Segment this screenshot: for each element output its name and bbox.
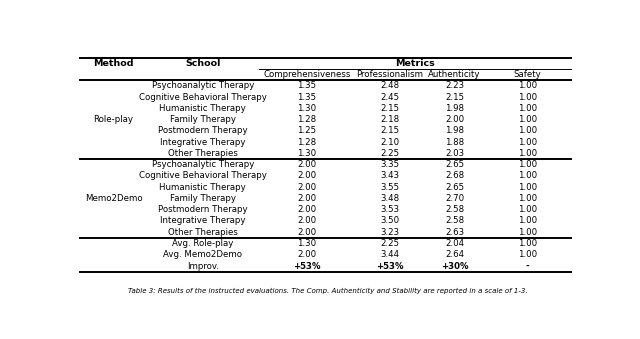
Text: 1.00: 1.00 xyxy=(518,93,537,102)
Text: -: - xyxy=(526,262,529,271)
Text: Cognitive Behavioral Therapy: Cognitive Behavioral Therapy xyxy=(139,93,267,102)
Text: 3.55: 3.55 xyxy=(380,183,399,192)
Text: 2.15: 2.15 xyxy=(380,104,399,113)
Text: 1.00: 1.00 xyxy=(518,104,537,113)
Text: 1.00: 1.00 xyxy=(518,205,537,214)
Text: Memo2Demo: Memo2Demo xyxy=(84,194,142,203)
Text: 1.98: 1.98 xyxy=(445,126,464,135)
Text: 1.28: 1.28 xyxy=(298,115,317,124)
Text: 2.00: 2.00 xyxy=(298,205,317,214)
Text: Avg. Memo2Demo: Avg. Memo2Demo xyxy=(163,250,243,259)
Text: 2.00: 2.00 xyxy=(298,250,317,259)
Text: 1.30: 1.30 xyxy=(298,149,317,158)
Text: 1.98: 1.98 xyxy=(445,104,464,113)
Text: 2.23: 2.23 xyxy=(445,81,464,90)
Text: Role-play: Role-play xyxy=(93,115,134,124)
Text: 2.45: 2.45 xyxy=(380,93,399,102)
Text: 1.00: 1.00 xyxy=(518,81,537,90)
Text: 2.15: 2.15 xyxy=(445,93,464,102)
Text: 1.25: 1.25 xyxy=(298,126,317,135)
Text: 1.00: 1.00 xyxy=(518,115,537,124)
Text: Method: Method xyxy=(93,59,134,68)
Text: 2.04: 2.04 xyxy=(445,239,464,248)
Text: 2.70: 2.70 xyxy=(445,194,464,203)
Text: 3.23: 3.23 xyxy=(380,228,399,237)
Text: 3.35: 3.35 xyxy=(380,160,399,169)
Text: +30%: +30% xyxy=(441,262,468,271)
Text: Safety: Safety xyxy=(514,70,541,79)
Text: 2.15: 2.15 xyxy=(380,126,399,135)
Text: Avg. Role-play: Avg. Role-play xyxy=(172,239,234,248)
Text: 1.00: 1.00 xyxy=(518,160,537,169)
Text: 2.18: 2.18 xyxy=(380,115,399,124)
Text: 1.00: 1.00 xyxy=(518,228,537,237)
Text: 2.65: 2.65 xyxy=(445,160,464,169)
Text: 1.35: 1.35 xyxy=(298,81,317,90)
Text: +53%: +53% xyxy=(376,262,404,271)
Text: Family Therapy: Family Therapy xyxy=(170,115,236,124)
Text: 1.28: 1.28 xyxy=(298,138,317,147)
Text: Authenticity: Authenticity xyxy=(428,70,481,79)
Text: Table 3: Results of the instructed evaluations. The Comp. Authenticity and Stabi: Table 3: Results of the instructed evalu… xyxy=(128,288,528,294)
Text: Psychoanalytic Therapy: Psychoanalytic Therapy xyxy=(152,160,254,169)
Text: School: School xyxy=(185,59,220,68)
Text: 2.00: 2.00 xyxy=(298,228,317,237)
Text: 2.00: 2.00 xyxy=(298,183,317,192)
Text: 1.00: 1.00 xyxy=(518,183,537,192)
Text: 2.00: 2.00 xyxy=(298,172,317,180)
Text: Other Therapies: Other Therapies xyxy=(168,149,237,158)
Text: 2.68: 2.68 xyxy=(445,172,464,180)
Text: 2.48: 2.48 xyxy=(380,81,399,90)
Text: 2.00: 2.00 xyxy=(298,217,317,225)
Text: 2.03: 2.03 xyxy=(445,149,464,158)
Text: 1.30: 1.30 xyxy=(298,104,317,113)
Text: 2.00: 2.00 xyxy=(445,115,464,124)
Text: Family Therapy: Family Therapy xyxy=(170,194,236,203)
Text: 1.00: 1.00 xyxy=(518,194,537,203)
Text: 1.00: 1.00 xyxy=(518,217,537,225)
Text: Professionalism: Professionalism xyxy=(356,70,424,79)
Text: +53%: +53% xyxy=(293,262,321,271)
Text: 2.10: 2.10 xyxy=(380,138,399,147)
Text: Humanistic Therapy: Humanistic Therapy xyxy=(159,183,246,192)
Text: 1.00: 1.00 xyxy=(518,138,537,147)
Text: 1.00: 1.00 xyxy=(518,250,537,259)
Text: 1.88: 1.88 xyxy=(445,138,464,147)
Text: Integrative Therapy: Integrative Therapy xyxy=(160,138,246,147)
Text: 1.30: 1.30 xyxy=(298,239,317,248)
Text: Humanistic Therapy: Humanistic Therapy xyxy=(159,104,246,113)
Text: 2.25: 2.25 xyxy=(380,239,399,248)
Text: 2.64: 2.64 xyxy=(445,250,464,259)
Text: 2.58: 2.58 xyxy=(445,217,464,225)
Text: Other Therapies: Other Therapies xyxy=(168,228,237,237)
Text: Postmodern Therapy: Postmodern Therapy xyxy=(158,126,248,135)
Text: 1.00: 1.00 xyxy=(518,172,537,180)
Text: 3.43: 3.43 xyxy=(380,172,399,180)
Text: 2.65: 2.65 xyxy=(445,183,464,192)
Text: 2.00: 2.00 xyxy=(298,160,317,169)
Text: Integrative Therapy: Integrative Therapy xyxy=(160,217,246,225)
Text: 3.44: 3.44 xyxy=(380,250,399,259)
Text: 2.25: 2.25 xyxy=(380,149,399,158)
Text: Comprehensiveness: Comprehensiveness xyxy=(263,70,351,79)
Text: 1.35: 1.35 xyxy=(298,93,317,102)
Text: 3.50: 3.50 xyxy=(380,217,399,225)
Text: 3.53: 3.53 xyxy=(380,205,399,214)
Text: 1.00: 1.00 xyxy=(518,126,537,135)
Text: 2.63: 2.63 xyxy=(445,228,464,237)
Text: Cognitive Behavioral Therapy: Cognitive Behavioral Therapy xyxy=(139,172,267,180)
Text: Postmodern Therapy: Postmodern Therapy xyxy=(158,205,248,214)
Text: 1.00: 1.00 xyxy=(518,149,537,158)
Text: 1.00: 1.00 xyxy=(518,239,537,248)
Text: Metrics: Metrics xyxy=(395,59,435,68)
Text: 3.48: 3.48 xyxy=(380,194,399,203)
Text: Psychoanalytic Therapy: Psychoanalytic Therapy xyxy=(152,81,254,90)
Text: 2.58: 2.58 xyxy=(445,205,464,214)
Text: 2.00: 2.00 xyxy=(298,194,317,203)
Text: Improv.: Improv. xyxy=(187,262,219,271)
